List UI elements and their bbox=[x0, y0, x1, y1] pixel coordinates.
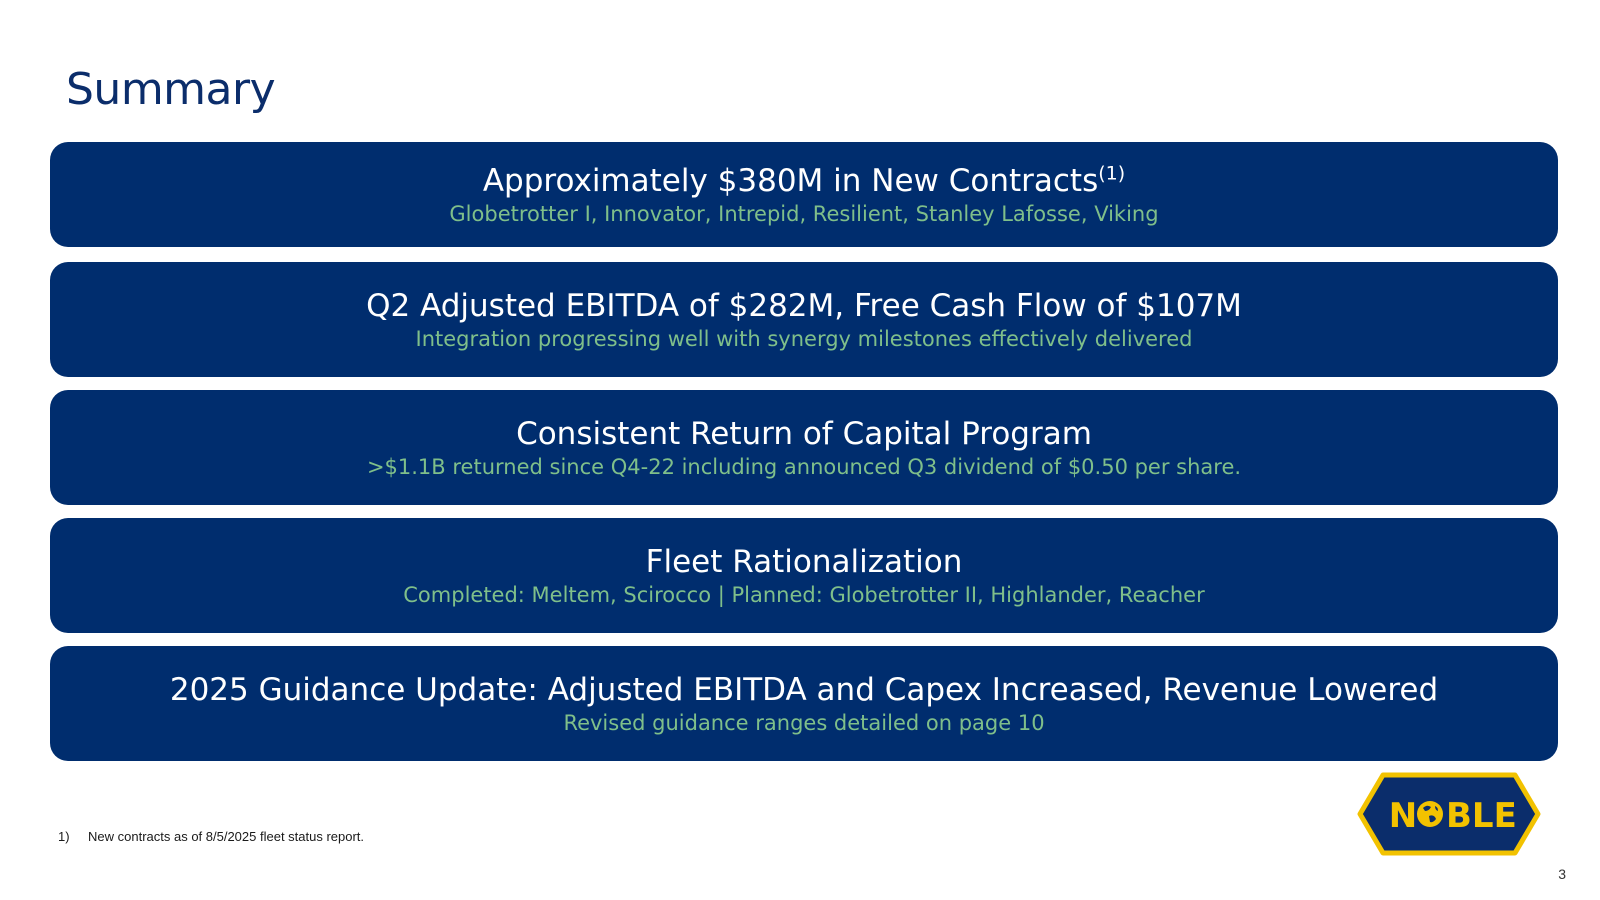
card-headline: 2025 Guidance Update: Adjusted EBITDA an… bbox=[169, 671, 1439, 708]
page-number: 3 bbox=[1558, 866, 1566, 882]
card-headline-text: Approximately $380M in New Contracts bbox=[482, 162, 1099, 199]
footnote: 1) New contracts as of 8/5/2025 fleet sta… bbox=[58, 829, 364, 844]
summary-card-new-contracts: Approximately $380M in New Contracts(1) … bbox=[50, 142, 1558, 247]
footnote-number: 1) bbox=[58, 829, 70, 844]
footnote-text: New contracts as of 8/5/2025 fleet statu… bbox=[88, 829, 365, 844]
card-subtext: Completed: Meltem, Scirocco | Planned: G… bbox=[403, 582, 1205, 607]
card-subtext: Revised guidance ranges detailed on page… bbox=[563, 710, 1045, 735]
logo-badge bbox=[1357, 772, 1541, 856]
card-headline: Consistent Return of Capital Program bbox=[516, 415, 1092, 452]
card-subtext: Integration progressing well with synerg… bbox=[415, 326, 1193, 351]
summary-card-ebitda: Q2 Adjusted EBITDA of $282M, Free Cash F… bbox=[50, 262, 1558, 377]
card-headline: Approximately $380M in New Contracts(1) bbox=[483, 162, 1125, 200]
summary-card-return-of-capital: Consistent Return of Capital Program >$1… bbox=[50, 390, 1558, 505]
card-headline: Q2 Adjusted EBITDA of $282M, Free Cash F… bbox=[366, 287, 1242, 324]
card-subtext: Globetrotter I, Innovator, Intrepid, Res… bbox=[449, 201, 1159, 226]
summary-card-guidance-update: 2025 Guidance Update: Adjusted EBITDA an… bbox=[50, 646, 1558, 761]
globe-icon bbox=[1417, 801, 1443, 827]
summary-card-fleet-rationalization: Fleet Rationalization Completed: Meltem,… bbox=[50, 518, 1558, 633]
noble-logo: N BLE bbox=[1357, 772, 1541, 856]
page-title: Summary bbox=[66, 64, 276, 115]
card-headline: Fleet Rationalization bbox=[645, 543, 963, 580]
card-subtext: >$1.1B returned since Q4-22 including an… bbox=[366, 454, 1242, 479]
logo-letter-n: N bbox=[1389, 796, 1417, 836]
logo-letters-ble: BLE bbox=[1446, 796, 1517, 836]
footnote-reference: (1) bbox=[1098, 162, 1126, 185]
